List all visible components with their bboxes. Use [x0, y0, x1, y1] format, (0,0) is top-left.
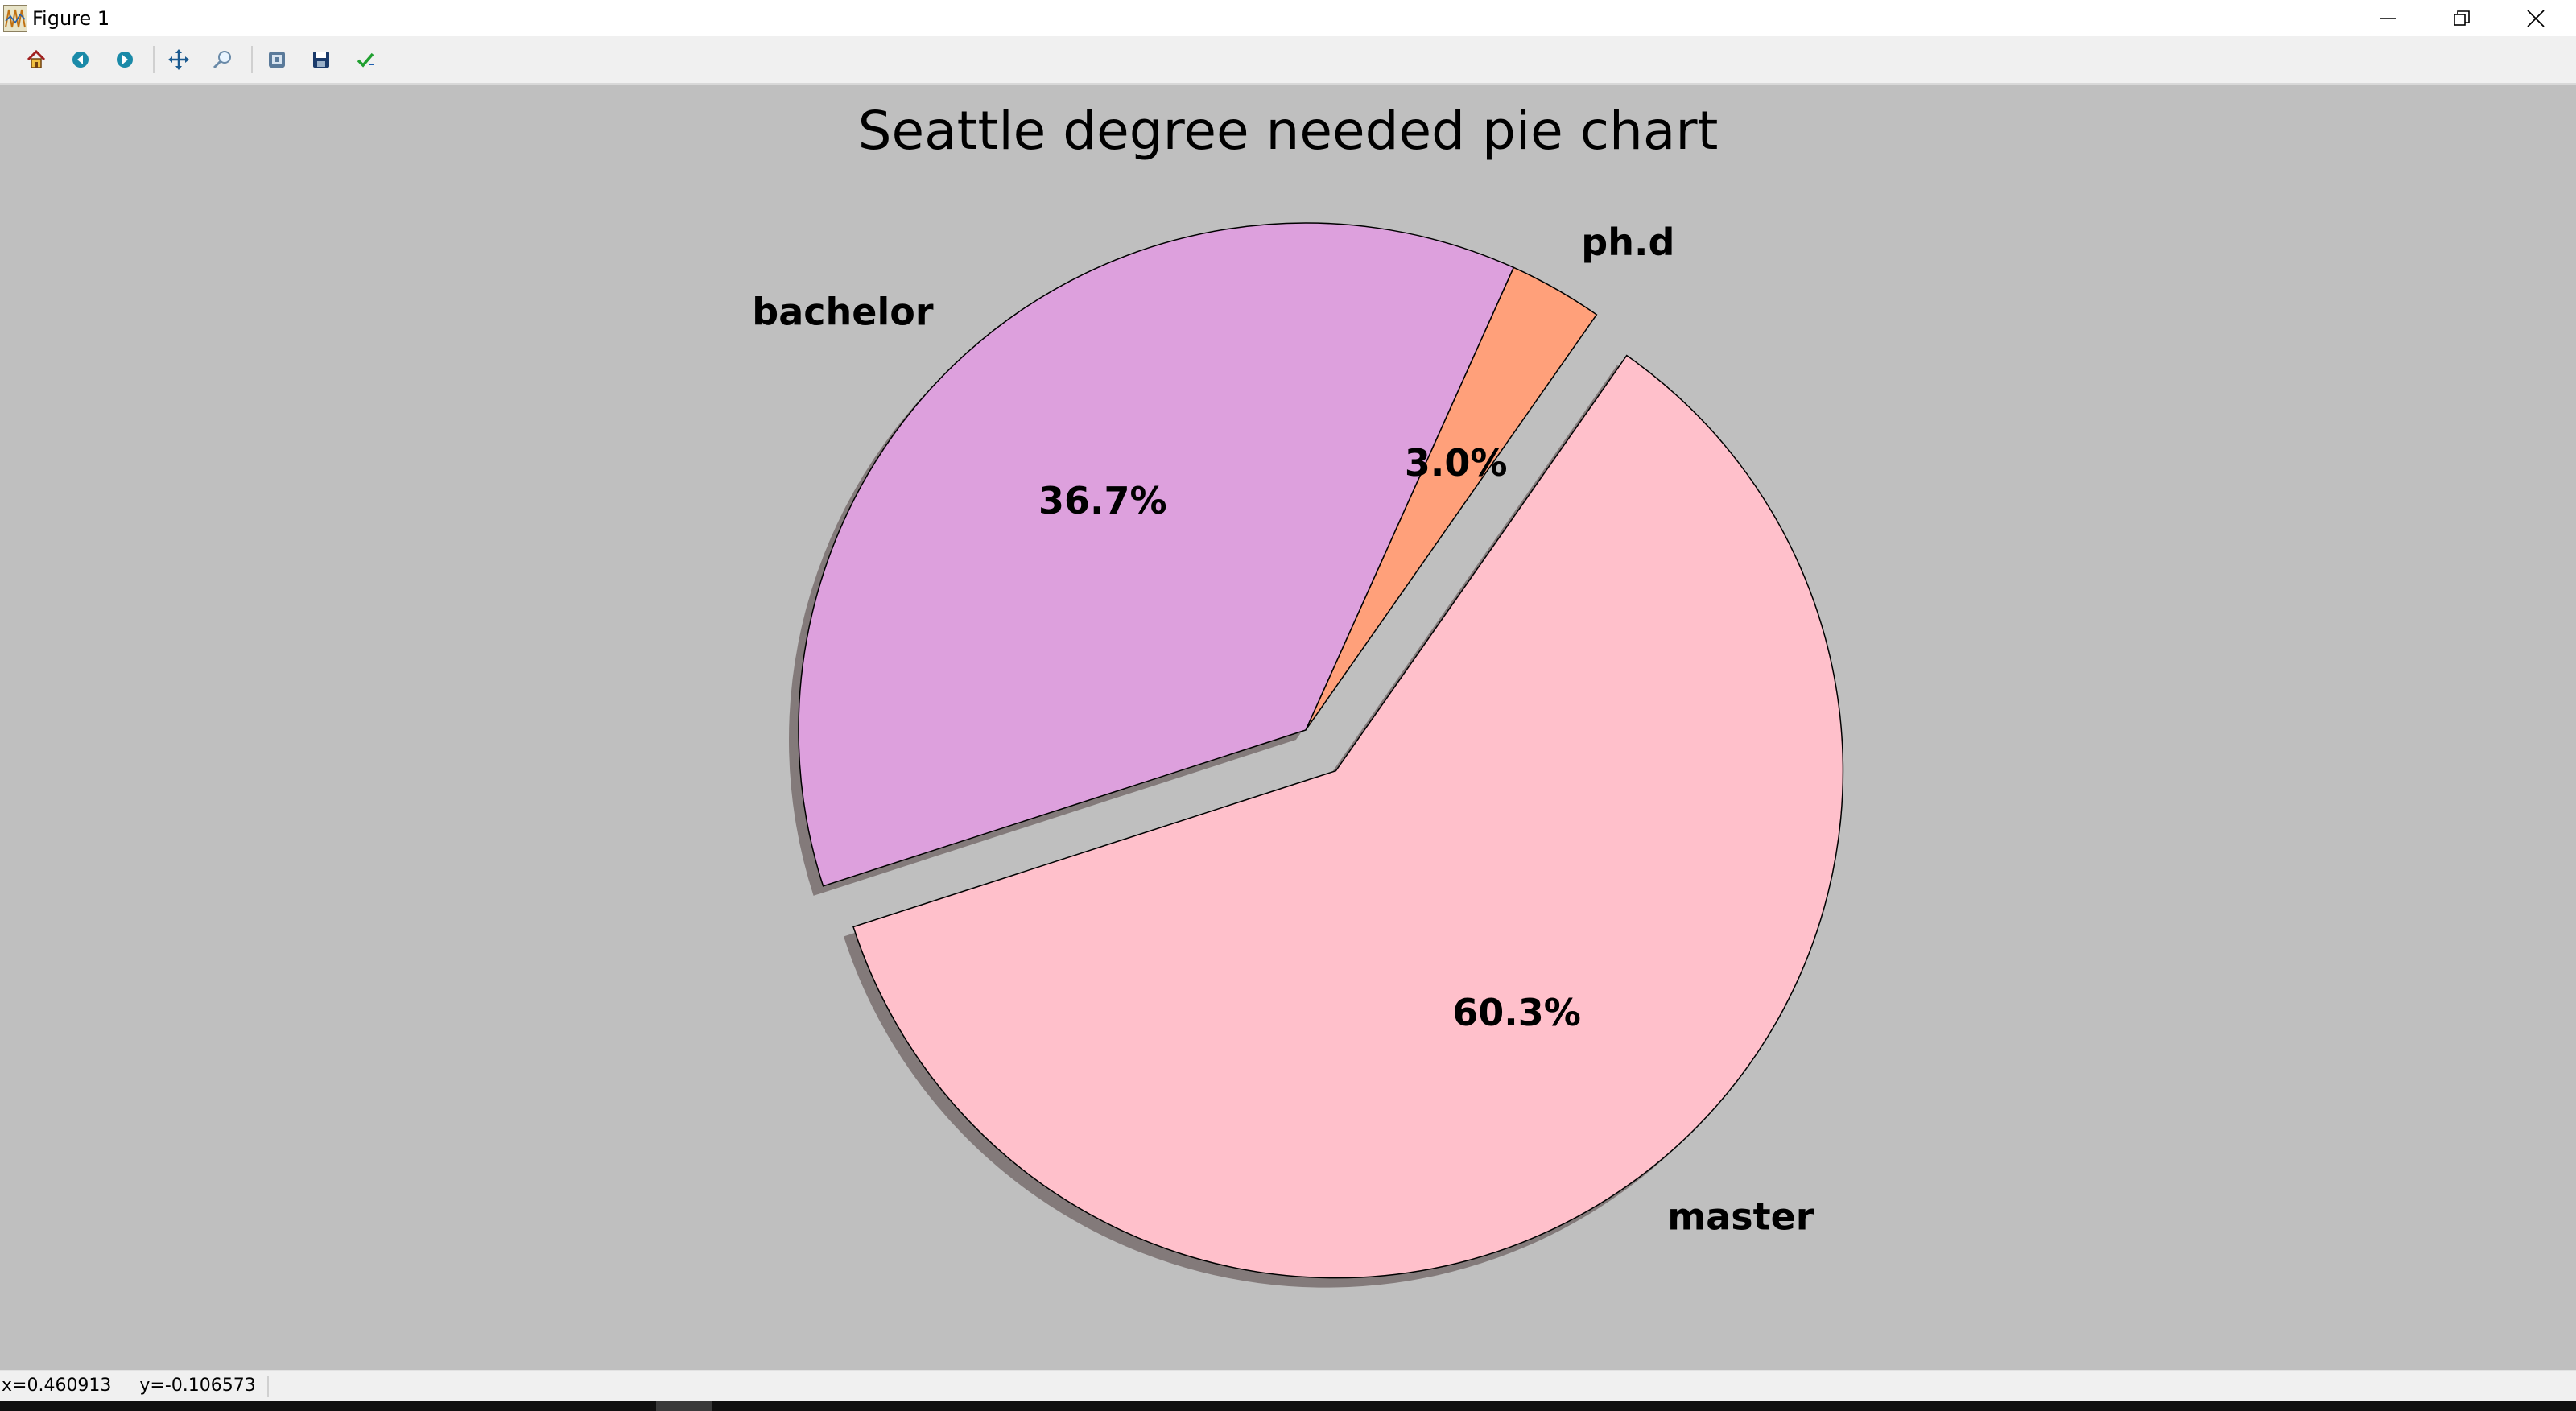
close-icon	[2527, 9, 2545, 27]
pan-button[interactable]	[163, 43, 195, 76]
home-button[interactable]	[20, 43, 52, 76]
app-icon	[3, 5, 27, 32]
zoom-button[interactable]	[207, 43, 239, 76]
pie-slice-master	[852, 354, 1844, 1279]
toolbar-separator	[153, 46, 155, 73]
cursor-coordinates: x=0.460913 y=-0.106573	[0, 1376, 269, 1397]
zoom-icon	[213, 51, 231, 69]
slice-percent-ph-d: 3.0%	[1405, 441, 1508, 485]
floppy-disk-icon	[313, 52, 329, 68]
slice-label-master: master	[1667, 1195, 1814, 1239]
figure-canvas[interactable]: Seattle degree needed pie chart ph.d 3.0%…	[0, 85, 2576, 1370]
pie-chart: Seattle degree needed pie chart ph.d 3.0%…	[752, 100, 1844, 1288]
slice-label-ph-d: ph.d	[1581, 221, 1674, 264]
minimize-button[interactable]	[2351, 0, 2425, 36]
back-arrow-icon	[72, 52, 89, 68]
checkmark-icon	[357, 52, 374, 68]
y-coordinate: y=-0.106573	[139, 1376, 256, 1396]
subplots-icon	[269, 52, 285, 68]
taskbar-strip	[0, 1401, 2576, 1411]
forward-button[interactable]	[109, 43, 141, 76]
toolbar-separator	[251, 46, 253, 73]
navigation-toolbar	[0, 36, 2576, 85]
slice-percent-bachelor: 36.7%	[1038, 479, 1167, 522]
slice-labels: ph.d 3.0% bachelor 36.7% master 60.3%	[752, 221, 1814, 1239]
forward-arrow-icon	[117, 52, 133, 68]
taskbar-indicator	[656, 1401, 712, 1411]
back-button[interactable]	[64, 43, 97, 76]
restore-icon	[2454, 10, 2470, 26]
x-coordinate: x=0.460913	[2, 1376, 112, 1396]
title-bar: Figure 1	[0, 0, 2576, 36]
pie-slices	[798, 222, 1844, 1279]
pie-slice-bachelor	[798, 222, 1515, 887]
maximize-button[interactable]	[2425, 0, 2499, 36]
edit-parameters-button[interactable]	[349, 43, 382, 76]
save-figure-button[interactable]	[305, 43, 337, 76]
slice-label-bachelor: bachelor	[752, 290, 934, 333]
minimize-icon	[2380, 17, 2396, 19]
close-button[interactable]	[2499, 0, 2573, 36]
pan-arrows-icon	[168, 49, 189, 70]
home-icon	[27, 49, 46, 68]
slice-percent-master: 60.3%	[1452, 991, 1581, 1034]
chart-title: Seattle degree needed pie chart	[858, 100, 1719, 162]
window-title: Figure 1	[32, 7, 110, 30]
configure-subplots-button[interactable]	[261, 43, 293, 76]
status-bar: x=0.460913 y=-0.106573	[0, 1370, 2576, 1401]
